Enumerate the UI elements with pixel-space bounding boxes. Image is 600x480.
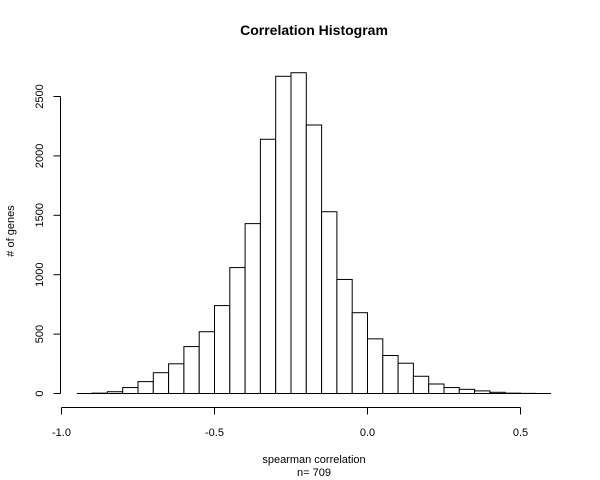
histogram-bar (137, 381, 154, 394)
histogram-bar (443, 387, 460, 394)
histogram-bar (183, 346, 200, 395)
histogram-bar (458, 388, 476, 395)
histogram-bar (290, 72, 307, 395)
histogram-bar (351, 312, 369, 394)
histogram-bar (321, 211, 338, 394)
histogram-bar (275, 75, 292, 395)
histogram-bar (412, 375, 430, 394)
histogram-bar (214, 305, 231, 395)
y-tick-label: 2500 (34, 84, 46, 108)
histogram-bar (152, 372, 170, 394)
histogram-bar (305, 124, 323, 395)
y-axis-label: # of genes (5, 205, 17, 257)
histogram-bar (229, 267, 246, 394)
sample-size-label: n= 709 (297, 467, 331, 479)
y-axis: 0 500 1000 1500 2000 2500 (34, 84, 61, 397)
histogram-bar (168, 363, 185, 394)
chart-title: Correlation Histogram (240, 22, 388, 38)
y-tick-label: 500 (34, 325, 46, 343)
histogram-bar (122, 387, 139, 394)
y-tick-label: 0 (34, 390, 46, 396)
histogram-bars (76, 72, 552, 395)
x-tick-label: -1.0 (52, 427, 71, 439)
histogram-bar (259, 138, 277, 394)
x-tick-label: 0.5 (513, 427, 528, 439)
histogram-bar (382, 354, 399, 395)
x-axis-label: spearman correlation (262, 454, 365, 466)
histogram-bar (428, 383, 445, 395)
y-tick-label: 1500 (34, 203, 46, 227)
y-tick-label: 2000 (34, 144, 46, 168)
x-axis: -1.0 -0.5 0.0 0.5 (52, 407, 528, 439)
histogram-bar (244, 223, 261, 394)
histogram-bar (367, 338, 384, 394)
histogram-bar (336, 278, 353, 394)
x-tick-label: 0.0 (360, 427, 375, 439)
histogram-bar (397, 362, 414, 394)
y-tick-label: 1000 (34, 262, 46, 286)
x-tick-label: -0.5 (205, 427, 224, 439)
histogram-bar (198, 331, 215, 394)
